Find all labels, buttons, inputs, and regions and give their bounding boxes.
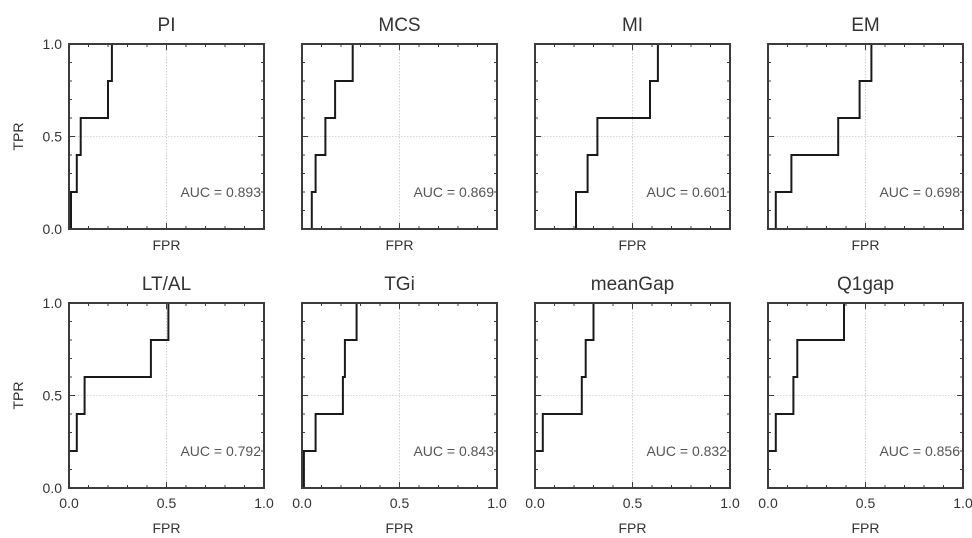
roc-curve	[535, 302, 730, 452]
x-tick-label: 0.5	[623, 495, 643, 511]
panel-title: EM	[851, 15, 880, 36]
roc-panel-4: EM AUC = 0.698 FPR	[767, 15, 964, 253]
x-axis-label: FPR	[619, 520, 647, 533]
axes-frame	[301, 43, 498, 230]
y-tick-label: 0.0	[43, 221, 63, 237]
roc-curve	[302, 43, 497, 230]
roc-panel-3: MI AUC = 0.601 FPR	[534, 15, 731, 253]
panel-title: PI	[158, 15, 176, 36]
y-tick-label: 1.0	[43, 295, 63, 311]
roc-curve	[69, 302, 264, 452]
roc-panel-2: MCS AUC = 0.869 FPR	[301, 15, 498, 253]
x-axis-label: FPR	[852, 520, 880, 533]
x-tick-label: 0.0	[525, 495, 545, 511]
axes-frame	[534, 302, 731, 489]
panel-title: MCS	[378, 15, 420, 36]
axes-frame	[301, 302, 498, 489]
axes-frame	[534, 43, 731, 230]
x-tick-label: 0.0	[292, 495, 312, 511]
auc-annotation: AUC = 0.856	[879, 443, 960, 459]
roc-curve	[69, 43, 264, 230]
auc-annotation: AUC = 0.843	[413, 443, 494, 459]
roc-panel-8: Q1gap AUC = 0.856 FPR 0.0 0.5 1.0	[758, 274, 972, 536]
y-tick-label: 1.0	[43, 36, 63, 52]
auc-annotation: AUC = 0.832	[646, 443, 727, 459]
x-tick-label: 0.5	[157, 495, 177, 511]
axes-frame	[767, 43, 964, 230]
x-tick-label: 1.0	[720, 495, 740, 511]
y-axis-label: TPR	[10, 123, 26, 151]
x-axis-label: FPR	[852, 237, 880, 253]
x-axis-label: FPR	[153, 237, 181, 253]
x-tick-label: 0.5	[856, 495, 876, 511]
x-tick-label: 0.0	[59, 495, 79, 511]
roc-panel-7: meanGap AUC = 0.832 FPR 0.0 0.5 1.0	[525, 274, 740, 536]
y-tick-label: 0.5	[43, 388, 63, 404]
roc-curve	[302, 302, 497, 489]
panel-title: MI	[622, 15, 643, 36]
x-tick-label: 1.0	[254, 495, 274, 511]
x-tick-label: 0.0	[758, 495, 778, 511]
roc-panel-6: TGi AUC = 0.843 FPR 0.0 0.5 1.0	[292, 274, 507, 536]
roc-panel-5: LT/AL AUC = 0.792 FPR 0.0 0.5 1.0 TPR 0.0 0.5 1.0	[10, 274, 274, 536]
auc-annotation: AUC = 0.792	[180, 443, 261, 459]
axes-frame	[767, 302, 964, 489]
x-tick-label: 1.0	[953, 495, 972, 511]
axes-frame	[68, 302, 265, 489]
x-axis-label: FPR	[386, 237, 414, 253]
x-axis-label: FPR	[386, 520, 414, 533]
panel-title: LT/AL	[142, 274, 191, 295]
roc-panel-1: PI AUC = 0.893 FPR 0.0 0.5 1.0 TPR	[10, 15, 265, 253]
x-tick-label: 0.5	[390, 495, 410, 511]
y-axis-label: TPR	[10, 382, 26, 410]
auc-annotation: AUC = 0.601	[646, 184, 727, 200]
roc-curve	[768, 43, 963, 230]
auc-annotation: AUC = 0.893	[180, 184, 261, 200]
axes-frame	[68, 43, 265, 230]
roc-curve	[535, 43, 730, 230]
roc-curve	[768, 302, 963, 452]
x-tick-label: 1.0	[487, 495, 507, 511]
x-axis-label: FPR	[619, 237, 647, 253]
x-axis-label: FPR	[153, 520, 181, 533]
panel-title: TGi	[384, 274, 415, 295]
panel-title: Q1gap	[837, 274, 894, 295]
auc-annotation: AUC = 0.869	[413, 184, 494, 200]
auc-annotation: AUC = 0.698	[879, 184, 960, 200]
y-tick-label: 0.5	[43, 129, 63, 145]
y-tick-label: 0.0	[43, 480, 63, 496]
panel-title: meanGap	[591, 274, 674, 295]
